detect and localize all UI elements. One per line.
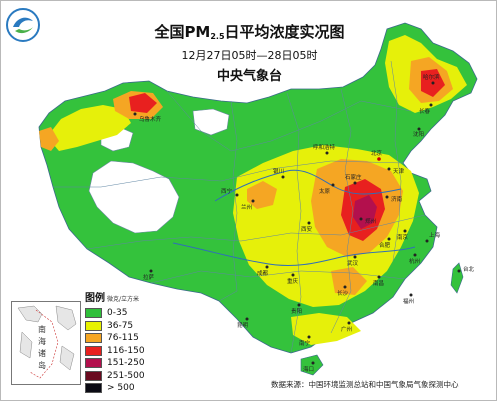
legend-header: 图例 微克/立方米 [85, 289, 167, 304]
legend-label: 76-115 [107, 333, 139, 344]
orange-zone-fenwei [247, 181, 277, 209]
city-label-hefei: 合肥 [379, 241, 391, 249]
legend-item: 0-35 [85, 307, 167, 320]
city-label-taiyuan: 太原 [319, 187, 331, 195]
pm25-legend: 图例 微克/立方米 0-35 36-75 76-115 116-150 151-250 25… [85, 289, 167, 395]
city-label-yinchuan: 银川 [273, 167, 284, 175]
legend-swatch [85, 320, 102, 331]
city-label-zhengzhou: 郑州 [365, 217, 376, 225]
city-label-wuhan: 武汉 [347, 259, 359, 267]
south-china-sea-inset-map: 南 海 诸 岛 [17, 305, 77, 379]
inset-label-1: 南 [38, 324, 46, 334]
yellow-zone-west [47, 105, 131, 151]
hainan-island [300, 354, 324, 376]
inset-label-4: 岛 [38, 360, 46, 370]
city-markers: 乌鲁木齐 哈尔滨 长春 沈阳 北京 天津 石家庄 太原 济南 郑州 西安 兰州 … [133, 73, 475, 373]
legend-item: 116-150 [85, 345, 167, 358]
city-label-lhasa: 拉萨 [143, 273, 155, 281]
cma-logo-icon [6, 8, 40, 42]
legend-label: 116-150 [107, 345, 145, 356]
legend-swatch [85, 383, 102, 394]
map-title: 全国PM2.5日平均浓度实况图 [154, 23, 345, 41]
city-label-guangzhou: 广州 [341, 325, 352, 333]
city-label-xian: 西安 [301, 225, 313, 233]
map-agency: 中央气象台 [216, 69, 282, 84]
city-label-nanchang: 南昌 [373, 279, 384, 287]
legend-swatch [85, 358, 102, 369]
city-label-nanjing: 南京 [397, 233, 409, 241]
city-label-shanghai: 上海 [429, 231, 441, 239]
city-label-guiyang: 贵阳 [291, 307, 302, 315]
purple-zone-core [353, 195, 377, 229]
no-data-region-west [88, 160, 180, 234]
city-label-tianjin: 天津 [393, 168, 405, 175]
legend-swatch [85, 370, 102, 381]
legend-item: 251-500 [85, 370, 167, 383]
legend-swatch [85, 308, 102, 319]
city-label-chengdu: 成都 [257, 269, 269, 277]
legend-item: > 500 [85, 382, 167, 395]
legend-item: 36-75 [85, 320, 167, 333]
city-label-nanning: 南宁 [299, 339, 311, 347]
city-label-shenyang: 沈阳 [413, 130, 424, 138]
orange-zone-west-border [39, 127, 59, 151]
legend-label: 36-75 [107, 320, 134, 331]
red-zone-xinjiang [129, 93, 157, 113]
legend-label: > 500 [107, 383, 135, 394]
city-label-hohhot: 呼和浩特 [313, 143, 336, 151]
city-label-chongqing: 重庆 [287, 277, 299, 285]
inset-label-3: 诸 [38, 349, 46, 358]
province-borders [53, 60, 426, 354]
legend-swatch [85, 345, 102, 356]
city-label-urumqi: 乌鲁木齐 [139, 115, 162, 123]
city-label-beijing: 北京 [371, 149, 383, 157]
legend-swatch [85, 333, 102, 344]
city-label-harbin: 哈尔滨 [423, 73, 440, 81]
legend-label: 251-500 [107, 370, 145, 381]
city-label-changsha: 长沙 [337, 289, 349, 297]
south-china-sea-inset: 南 海 诸 岛 [11, 301, 81, 385]
no-data-region-north [192, 108, 230, 136]
map-time-range: 12月27日05时—28日05时 [181, 49, 318, 62]
city-label-fuzhou: 福州 [403, 297, 414, 305]
city-label-changchun: 长春 [419, 107, 431, 115]
legend-label: 0-35 [107, 308, 128, 319]
city-label-jinan: 济南 [391, 195, 403, 203]
legend-unit: 微克/立方米 [107, 296, 140, 303]
city-label-haikou: 海口 [303, 365, 314, 373]
city-label-taipei: 台北 [463, 265, 475, 273]
city-label-lanzhou: 兰州 [241, 203, 252, 211]
legend-label: 151-250 [107, 358, 145, 369]
city-label-xining: 西宁 [221, 187, 233, 195]
data-source-credit: 数据来源：中国环境监测总站和中国气象局气象探测中心 [271, 380, 459, 389]
city-label-kunming: 昆明 [237, 322, 249, 329]
legend-item: 76-115 [85, 332, 167, 345]
inset-label-2: 海 [38, 336, 46, 346]
city-label-shijiazhuang: 石家庄 [345, 173, 362, 181]
legend-title: 图例 [85, 293, 105, 304]
legend-item: 151-250 [85, 357, 167, 370]
rivers [172, 169, 416, 266]
city-label-hangzhou: 杭州 [409, 257, 420, 265]
legend-items: 0-35 36-75 76-115 116-150 151-250 251-500 > 50… [85, 307, 167, 395]
